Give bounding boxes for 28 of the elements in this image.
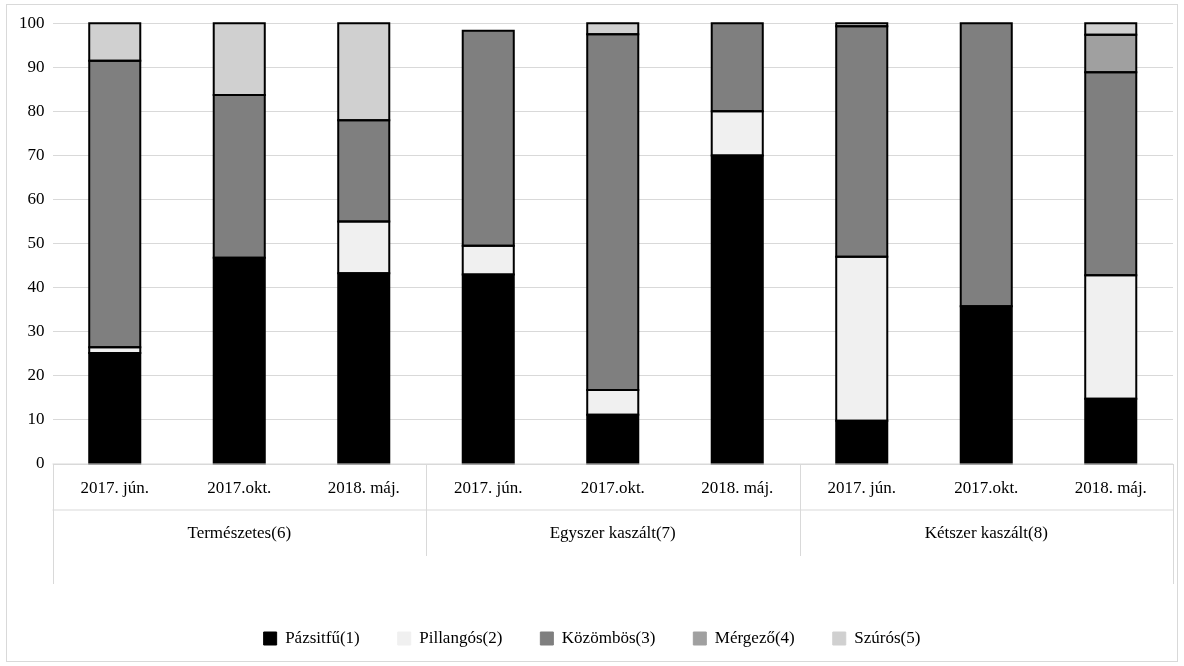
x-tick-label: 2017.okt. (954, 477, 1019, 497)
text: Egyszer kaszált(7) (549, 523, 676, 543)
y-tick-label: 30 (27, 321, 45, 341)
y-tick-label: 0 (36, 453, 45, 473)
x-tick-label: 2018. máj. (1074, 477, 1147, 497)
legend-label: Szúrós(5) (854, 627, 921, 647)
x-tick-label: 2017.okt. (580, 477, 645, 497)
y-tick-label: 20 (27, 365, 45, 385)
legend-label: Pillangós(2) (419, 627, 503, 647)
text: Kétszer kaszált(8) (924, 523, 1048, 543)
y-tick-label: 50 (27, 233, 45, 253)
y-tick-label: 90 (27, 56, 45, 76)
y-tick-label: 100 (19, 12, 45, 32)
x-tick-label: 2018. máj. (701, 477, 774, 497)
y-tick-label: 60 (27, 188, 45, 208)
text: Természetes(6) (187, 523, 292, 543)
x-tick-label: 2018. máj. (327, 477, 400, 497)
legend-label: Mérgező(4) (714, 627, 795, 647)
x-tick-label: 2017. jún. (80, 477, 149, 497)
legend-label: Közömbös(3) (561, 627, 656, 647)
x-tick-label: 2017. jún. (454, 477, 523, 497)
y-tick-label: 80 (27, 100, 45, 120)
x-tick-label: 2017. jún. (827, 477, 896, 497)
y-tick-label: 70 (27, 144, 45, 164)
legend-label: Pázsitfű(1) (285, 627, 360, 647)
y-tick-label: 10 (27, 409, 45, 429)
y-tick-label: 40 (27, 277, 45, 297)
x-tick-label: 2017.okt. (207, 477, 272, 497)
